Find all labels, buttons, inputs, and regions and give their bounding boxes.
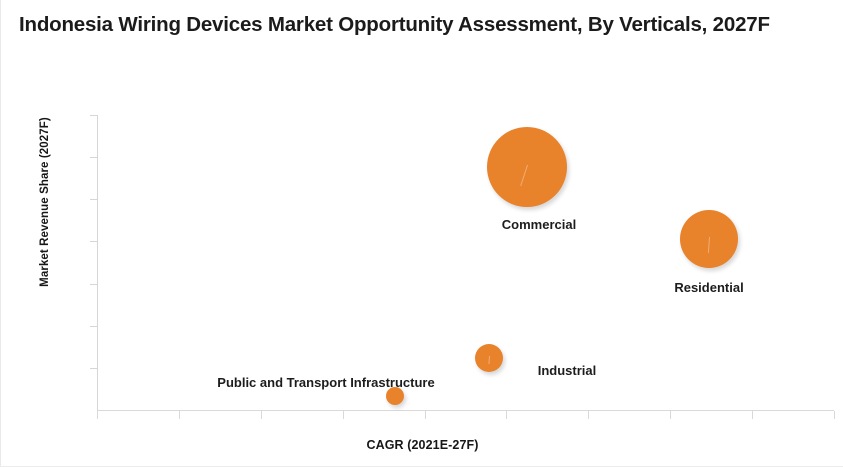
x-axis-tick bbox=[178, 411, 180, 419]
bubble-label: Commercial bbox=[501, 217, 577, 232]
bubble-label: Industrial bbox=[537, 363, 597, 378]
y-axis-tick bbox=[90, 157, 98, 159]
bubble-point[interactable] bbox=[386, 387, 404, 405]
y-axis-tick bbox=[90, 241, 98, 243]
y-axis-tick bbox=[90, 199, 98, 201]
x-axis-tick bbox=[588, 411, 590, 419]
x-axis-tick bbox=[752, 411, 754, 419]
y-axis-tick bbox=[90, 325, 98, 327]
bubble-seam bbox=[520, 164, 528, 187]
y-axis-title: Market Revenue Share (2027F) bbox=[39, 117, 51, 287]
y-axis-tick bbox=[90, 367, 98, 369]
y-axis-tick bbox=[90, 115, 98, 116]
bubble-seam bbox=[488, 355, 490, 365]
x-axis-tick bbox=[834, 411, 835, 419]
bubble-label: Residential bbox=[674, 280, 744, 295]
bubble-point[interactable] bbox=[487, 127, 567, 207]
x-axis-tick bbox=[424, 411, 426, 419]
x-axis-tick bbox=[342, 411, 344, 419]
page-title: Indonesia Wiring Devices Market Opportun… bbox=[19, 13, 770, 36]
bubble-label: Public and Transport Infrastructure bbox=[217, 375, 435, 390]
bubble-point[interactable] bbox=[680, 210, 738, 268]
bubble-point[interactable] bbox=[475, 344, 503, 372]
x-axis-tick bbox=[670, 411, 672, 419]
bubble-seam bbox=[707, 236, 710, 253]
x-axis-tick bbox=[506, 411, 508, 419]
x-axis-line bbox=[97, 410, 834, 411]
x-axis-tick bbox=[260, 411, 262, 419]
y-axis-tick bbox=[90, 283, 98, 285]
y-axis-line bbox=[97, 115, 98, 411]
x-axis-tick bbox=[97, 411, 98, 419]
x-axis-title: CAGR (2021E-27F) bbox=[366, 438, 479, 452]
